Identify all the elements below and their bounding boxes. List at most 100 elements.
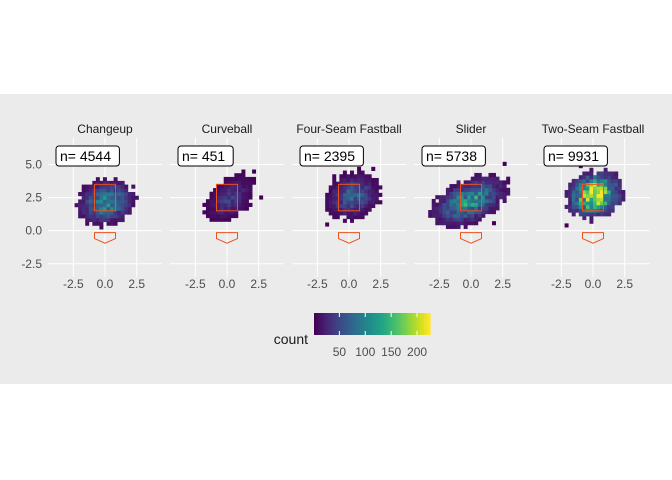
density-bin <box>342 185 347 190</box>
density-bin <box>610 201 615 206</box>
density-bin <box>223 176 228 182</box>
density-bin <box>234 195 239 200</box>
density-bin <box>488 210 493 215</box>
density-bin <box>467 221 472 226</box>
density-bin <box>99 214 104 219</box>
density-bin <box>227 180 232 185</box>
density-bin <box>230 206 235 211</box>
colorbar-segment <box>368 313 371 335</box>
density-bin <box>85 199 90 204</box>
colorbar-segment <box>318 313 321 335</box>
density-bin <box>223 202 228 207</box>
density-bin <box>589 167 594 172</box>
x-tick-label: 2.5 <box>128 277 145 291</box>
density-bin <box>244 191 249 196</box>
density-bin <box>449 217 454 222</box>
density-bin <box>332 200 337 205</box>
density-bin <box>124 203 129 208</box>
density-bin <box>241 206 246 211</box>
density-bin <box>367 203 372 209</box>
density-bin <box>220 217 225 222</box>
density-bin <box>603 197 608 202</box>
density-bin <box>589 171 594 176</box>
density-bin <box>621 193 626 198</box>
density-bin <box>350 215 354 220</box>
density-bin <box>438 217 443 222</box>
colorbar-segment <box>372 313 375 335</box>
density-bin <box>371 185 376 190</box>
density-bin <box>339 189 344 194</box>
density-bin <box>95 214 100 219</box>
density-bin <box>463 224 468 229</box>
density-bin <box>428 210 433 215</box>
density-bin <box>220 191 225 196</box>
density-bins <box>564 164 626 228</box>
density-bin <box>481 195 486 200</box>
density-bin <box>568 182 573 187</box>
density-bin <box>325 196 330 201</box>
density-bin <box>223 191 228 196</box>
density-bin <box>614 201 619 206</box>
density-bin <box>230 188 235 193</box>
density-bin <box>234 191 239 196</box>
density-bin <box>335 196 340 201</box>
density-bin <box>456 180 461 185</box>
density-bin <box>364 200 369 205</box>
density-bin <box>364 192 369 197</box>
density-bin <box>342 200 347 205</box>
density-bin <box>474 191 479 196</box>
density-bin <box>575 208 580 213</box>
colorbar-segment <box>424 313 427 335</box>
density-bin <box>607 175 612 180</box>
density-bin <box>371 189 376 194</box>
density-bin <box>360 185 365 190</box>
density-bin <box>492 198 496 204</box>
density-bins <box>428 161 511 229</box>
density-bin <box>234 173 239 178</box>
density-bin <box>492 195 496 200</box>
colorbar-segment <box>412 313 415 335</box>
density-bin <box>484 180 489 185</box>
density-bin <box>474 210 479 215</box>
density-bin <box>600 204 605 209</box>
density-bin <box>470 195 475 200</box>
density-bin <box>339 207 344 212</box>
density-bin <box>346 215 351 220</box>
density-bin <box>230 191 235 196</box>
colorbar-segment <box>364 313 367 335</box>
density-bin <box>113 217 118 223</box>
density-bin <box>110 192 115 197</box>
density-bin <box>477 187 482 192</box>
density-bin <box>467 184 472 189</box>
density-bin <box>213 210 218 215</box>
density-bin <box>120 199 125 204</box>
count-label-box <box>55 145 120 167</box>
density-bin <box>367 192 372 197</box>
density-bin <box>449 210 454 215</box>
density-bin <box>568 201 573 206</box>
colorbar-segment <box>426 313 429 335</box>
density-bin <box>607 193 612 198</box>
density-bin <box>216 184 221 189</box>
density-bin <box>120 206 125 211</box>
density-bin <box>360 211 365 216</box>
density-bin <box>234 202 239 207</box>
density-bin <box>131 199 136 204</box>
density-bin <box>81 184 86 189</box>
density-bin <box>124 195 129 200</box>
density-bin <box>367 181 372 186</box>
density-bin <box>88 217 93 223</box>
density-bin <box>220 206 225 211</box>
density-bin <box>78 199 83 204</box>
density-bin <box>474 176 479 181</box>
colorbar-segment <box>334 313 337 335</box>
density-bin <box>350 170 354 175</box>
density-bin <box>350 218 354 223</box>
legend-tick-label: 50 <box>333 345 347 359</box>
density-bin <box>127 206 132 211</box>
density-bin <box>110 217 115 223</box>
density-bin <box>106 199 111 204</box>
density-bin <box>449 187 454 192</box>
density-bin <box>367 185 372 190</box>
density-bin <box>209 213 214 219</box>
